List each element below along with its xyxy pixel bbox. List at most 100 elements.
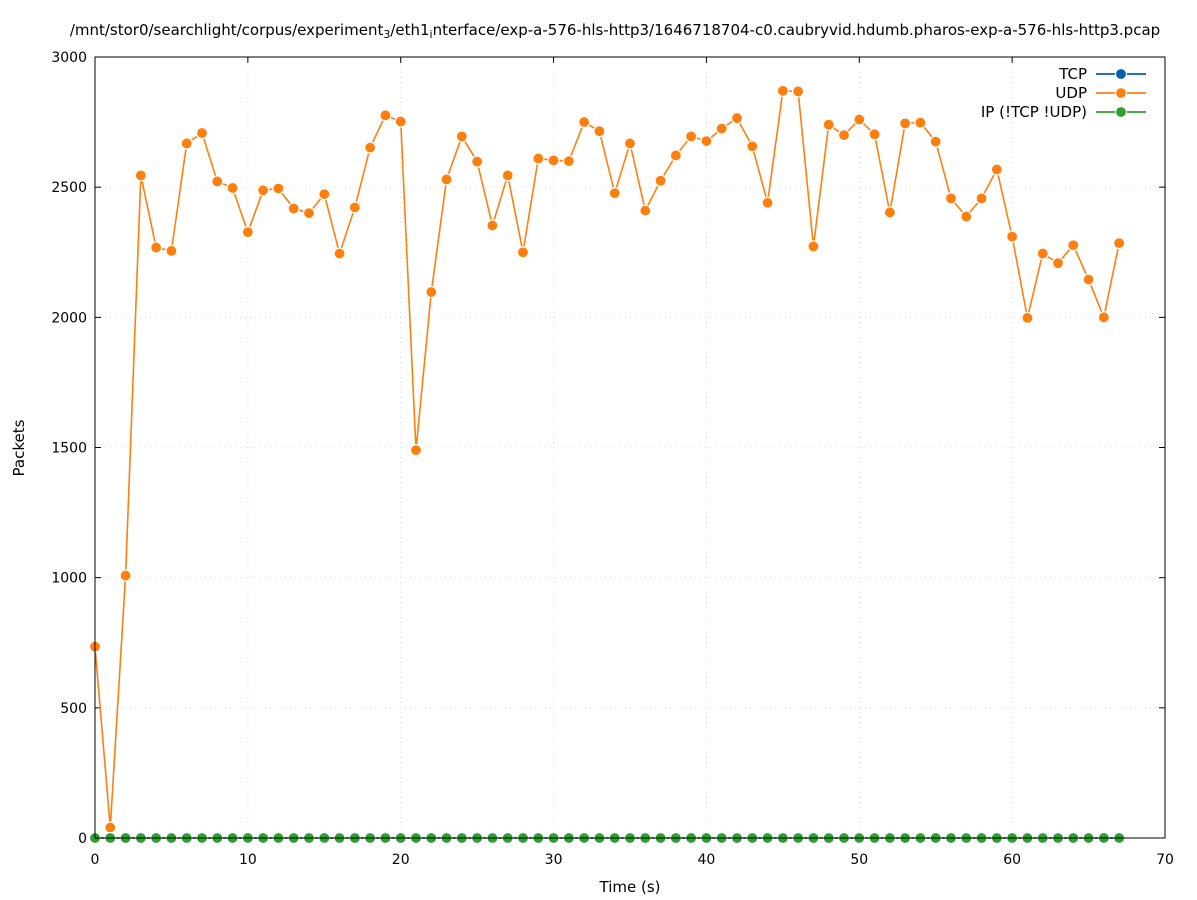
x-tick-label: 0: [91, 852, 100, 868]
plot-frame: [94, 56, 1166, 839]
axis-ticks: 0 10 20 30 40 50 60 70 0 500 1000 1500 2000 2500 3000: [51, 50, 1174, 868]
data-point: [302, 207, 316, 220]
data-point: [1021, 311, 1034, 324]
data-point: [364, 141, 377, 154]
data-point: [119, 569, 132, 582]
y-tick-label: 1000: [51, 571, 87, 587]
data-point: [654, 174, 667, 187]
x-tick-label: 40: [698, 852, 716, 868]
y-tick-label: 500: [60, 701, 87, 717]
x-axis-label: Time (s): [599, 878, 661, 896]
data-point: [899, 117, 912, 130]
data-point: [104, 821, 117, 834]
data-point: [562, 155, 575, 168]
data-point: [241, 226, 254, 239]
data-point: [1097, 311, 1110, 324]
data-point: [639, 204, 652, 217]
y-tick-label: 2500: [51, 180, 87, 196]
data-point: [975, 192, 988, 205]
data-point: [1006, 230, 1019, 243]
data-point: [1082, 273, 1095, 286]
data-point: [914, 116, 927, 129]
data-point: [211, 175, 224, 188]
x-tick-label: 70: [1156, 852, 1174, 868]
y-tick-label: 2000: [51, 310, 87, 326]
data-point: [807, 240, 820, 253]
data-point: [150, 241, 163, 254]
y-tick-label: 3000: [51, 50, 87, 66]
data-point: [180, 137, 193, 150]
data-point: [165, 244, 178, 258]
title-part: nterface/exp-a-576-hls-http3/1646718704-…: [433, 21, 1161, 39]
data-point: [715, 122, 728, 135]
data-point: [257, 184, 270, 197]
data-point: [578, 115, 591, 129]
x-tick-label: 20: [392, 852, 410, 868]
data-point: [960, 210, 973, 223]
y-tick-label: 1500: [51, 441, 87, 457]
data-point: [685, 130, 698, 143]
data-point: [761, 196, 774, 209]
data-point: [226, 181, 239, 195]
data-point: [333, 247, 346, 260]
data-point: [883, 206, 896, 219]
title-subscript: 3: [383, 28, 390, 41]
data-point: [669, 149, 682, 162]
data-point: [409, 444, 423, 457]
data-point: [929, 135, 942, 148]
title-subscript: i: [430, 28, 433, 41]
data-point: [455, 130, 468, 143]
data-point: [1113, 237, 1126, 250]
legend-swatch-marker: [1114, 67, 1128, 81]
data-point: [853, 113, 866, 126]
data-point: [425, 285, 438, 299]
legend-label: TCP: [1058, 65, 1087, 83]
x-tick-label: 10: [239, 852, 257, 868]
data-point: [440, 173, 453, 186]
data-point: [730, 112, 744, 125]
data-point: [990, 163, 1003, 176]
data-point: [532, 152, 545, 165]
data-point: [379, 109, 392, 122]
data-point: [272, 182, 285, 195]
title-part: /eth1: [390, 21, 429, 39]
data-point: [1036, 247, 1049, 260]
x-tick-label: 60: [1003, 852, 1021, 868]
data-point: [700, 134, 713, 148]
data-point: [623, 137, 637, 150]
chart-title: /mnt/stor0/searchlight/corpus/experiment…: [70, 21, 1160, 41]
data-point: [837, 129, 851, 142]
data-point: [608, 187, 621, 200]
data-point: [471, 155, 484, 168]
data-point: [516, 246, 530, 259]
data-point: [134, 169, 147, 182]
data-point: [348, 201, 361, 214]
series-1: [88, 84, 1126, 834]
data-point: [486, 219, 499, 232]
title-part: /mnt/stor0/searchlight/corpus/experiment: [70, 21, 384, 39]
data-point: [944, 192, 958, 205]
data-point: [287, 202, 300, 215]
legend-swatch-marker: [1114, 86, 1128, 100]
x-tick-label: 50: [850, 852, 868, 868]
data-point: [547, 154, 560, 167]
legend-label: UDP: [1055, 84, 1087, 102]
data-point: [394, 115, 407, 128]
data-point: [501, 169, 514, 182]
data-point: [746, 140, 759, 153]
legend-swatch-marker: [1114, 105, 1128, 119]
x-tick-label: 30: [545, 852, 563, 868]
data-point: [1051, 257, 1065, 270]
data-point: [822, 118, 835, 131]
data-point: [195, 126, 209, 140]
y-axis-label: Packets: [10, 419, 28, 476]
data-point: [792, 85, 805, 98]
data-point: [593, 125, 606, 138]
grid: [95, 57, 1165, 838]
data-point: [776, 84, 789, 97]
data-point: [1067, 239, 1080, 252]
data-point: [318, 188, 331, 201]
